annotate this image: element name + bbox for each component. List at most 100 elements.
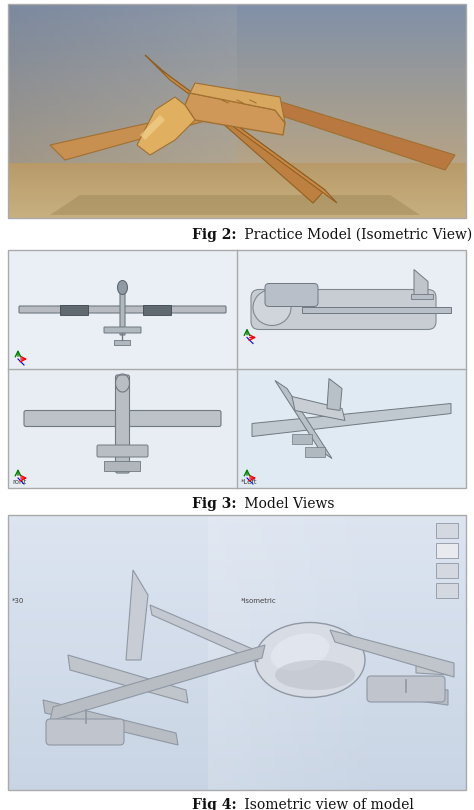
Bar: [8, 570, 466, 575]
Bar: [8, 96, 466, 100]
Bar: [14, 4, 19, 218]
Bar: [122, 4, 128, 218]
Bar: [8, 163, 466, 164]
Text: Fig 2:: Fig 2:: [192, 228, 237, 242]
Bar: [8, 187, 466, 188]
Bar: [8, 543, 466, 548]
Polygon shape: [68, 655, 188, 703]
Polygon shape: [126, 570, 148, 660]
Bar: [8, 196, 466, 198]
Bar: [322, 515, 328, 790]
Bar: [305, 446, 325, 457]
Bar: [8, 689, 466, 694]
Bar: [8, 182, 466, 184]
Bar: [88, 4, 94, 218]
Bar: [358, 515, 364, 790]
Bar: [8, 173, 466, 174]
Bar: [231, 4, 237, 218]
Bar: [8, 164, 466, 168]
Bar: [302, 306, 451, 313]
Bar: [208, 515, 214, 790]
Text: Model Views: Model Views: [240, 497, 335, 511]
Bar: [8, 201, 466, 202]
Bar: [8, 175, 466, 177]
Bar: [8, 762, 466, 768]
FancyBboxPatch shape: [104, 327, 141, 333]
Bar: [8, 693, 466, 699]
Bar: [226, 4, 231, 218]
Bar: [8, 172, 466, 176]
Bar: [220, 515, 226, 790]
Bar: [352, 515, 358, 790]
Bar: [298, 515, 304, 790]
Bar: [262, 515, 268, 790]
Bar: [117, 4, 122, 218]
Bar: [8, 588, 466, 594]
Bar: [8, 192, 466, 194]
Bar: [8, 193, 466, 197]
Bar: [8, 43, 466, 47]
Bar: [209, 4, 214, 218]
Bar: [237, 369, 466, 488]
Bar: [8, 170, 466, 172]
Bar: [151, 4, 157, 218]
Polygon shape: [252, 403, 451, 437]
Bar: [8, 211, 466, 213]
Text: *Left: *Left: [241, 479, 257, 485]
Bar: [340, 515, 346, 790]
Bar: [8, 4, 466, 8]
Bar: [8, 161, 466, 165]
Bar: [8, 164, 466, 166]
Bar: [8, 781, 466, 786]
Bar: [436, 583, 458, 598]
Bar: [8, 203, 466, 205]
Bar: [8, 189, 466, 190]
Bar: [8, 202, 466, 204]
Bar: [163, 4, 168, 218]
Text: Practice Model (Isometric View): Practice Model (Isometric View): [240, 228, 472, 242]
Bar: [104, 461, 140, 471]
Bar: [436, 523, 458, 538]
Bar: [8, 717, 466, 722]
Bar: [8, 772, 466, 777]
Bar: [8, 211, 466, 212]
Bar: [8, 524, 466, 529]
Bar: [382, 515, 388, 790]
Bar: [8, 561, 466, 566]
Bar: [8, 100, 466, 104]
Bar: [8, 143, 466, 147]
Bar: [8, 190, 466, 191]
Bar: [244, 515, 250, 790]
Polygon shape: [145, 55, 325, 203]
Ellipse shape: [253, 289, 291, 326]
Bar: [292, 515, 298, 790]
Bar: [8, 168, 466, 169]
FancyBboxPatch shape: [367, 676, 445, 702]
Bar: [8, 200, 466, 201]
Polygon shape: [157, 67, 337, 203]
Bar: [8, 176, 466, 177]
Bar: [8, 190, 466, 192]
Bar: [8, 177, 466, 179]
Bar: [8, 58, 466, 62]
Bar: [8, 593, 466, 598]
Bar: [8, 648, 466, 653]
Bar: [82, 4, 88, 218]
Polygon shape: [416, 660, 451, 675]
Bar: [100, 4, 105, 218]
Bar: [274, 515, 280, 790]
Bar: [8, 748, 466, 754]
Bar: [411, 293, 433, 299]
Bar: [8, 72, 466, 76]
Bar: [8, 197, 466, 198]
FancyBboxPatch shape: [19, 306, 226, 313]
Bar: [8, 620, 466, 625]
Bar: [8, 767, 466, 772]
Bar: [8, 93, 466, 97]
FancyBboxPatch shape: [116, 375, 129, 473]
Bar: [268, 515, 274, 790]
Bar: [8, 29, 466, 33]
Polygon shape: [255, 97, 455, 170]
Bar: [8, 104, 466, 108]
Bar: [146, 4, 151, 218]
